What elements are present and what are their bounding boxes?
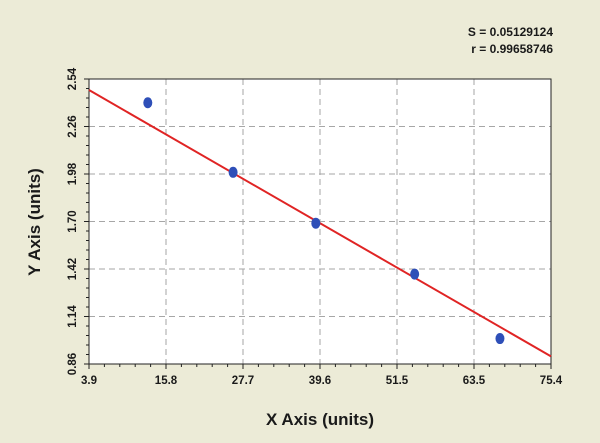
- x-tick-label: 51.5: [386, 375, 409, 387]
- stat-r: r = 0.99658746: [471, 42, 553, 56]
- plot-frame: [88, 78, 552, 365]
- data-point: [228, 166, 238, 178]
- stat-s: S = 0.05129124: [468, 25, 553, 39]
- data-point: [410, 268, 420, 280]
- data-point: [495, 333, 505, 345]
- y-axis-title: Y Axis (units): [25, 168, 44, 276]
- x-tick-label: 3.9: [81, 375, 97, 387]
- axes: [84, 78, 552, 369]
- y-tick-label: 1.98: [67, 162, 79, 185]
- y-tick-label: 0.86: [67, 353, 79, 375]
- x-tick-label: 63.5: [463, 375, 486, 387]
- data-point: [311, 217, 321, 229]
- x-tick-label: 15.8: [155, 375, 178, 387]
- x-tick-label: 39.6: [309, 375, 331, 387]
- y-tick-label: 2.54: [67, 67, 79, 90]
- tick-labels: 3.9 15.8 27.7 39.6 51.5 63.5 75.4 0.86 1.14 1.42 1…: [67, 67, 563, 387]
- x-tick-label: 75.4: [540, 375, 563, 387]
- x-tick-label: 27.7: [232, 375, 254, 387]
- y-tick-label: 1.70: [67, 210, 79, 232]
- y-tick-label: 1.14: [67, 305, 79, 328]
- y-tick-label: 2.26: [67, 115, 79, 137]
- data-points: [143, 97, 505, 345]
- y-tick-label: 1.42: [67, 258, 79, 280]
- data-point: [143, 97, 153, 109]
- x-axis-title: X Axis (units): [266, 410, 374, 429]
